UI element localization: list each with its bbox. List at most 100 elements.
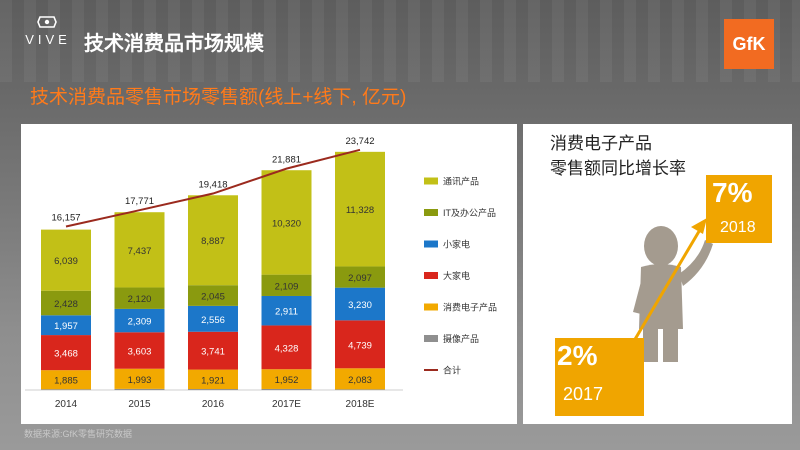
total-value-label: 21,881: [272, 155, 301, 166]
chart-panel: 1,885 3,468 1,957 2,428 6,039 2014 1,993 3,603 2…: [21, 124, 517, 424]
bar-segment: [188, 331, 238, 370]
growth-pct-2018: 7%: [712, 177, 753, 208]
growth-pct-2017: 2%: [557, 340, 598, 371]
bar-segment: [41, 335, 91, 371]
bar-value-label: 7,437: [128, 246, 152, 257]
bar-value-label: 1,957: [54, 321, 78, 332]
bar-value-label: 2,309: [128, 317, 152, 328]
growth-panel: 消费电子产品 零售额同比增长率 2% 2017 7% 2018: [523, 124, 792, 424]
stacked-bar-chart: 1,885 3,468 1,957 2,428 6,039 2014 1,993 3,603 2…: [25, 136, 497, 410]
legend-label: 小家电: [443, 239, 470, 250]
x-tick-label: 2016: [202, 399, 225, 410]
growth-arrow-head: [691, 218, 707, 234]
bar-segment: [114, 308, 165, 333]
bar-segment: [41, 389, 91, 390]
bar-value-label: 2,911: [275, 307, 298, 318]
legend-label: 消费电子产品: [443, 302, 497, 313]
bar-value-label: 2,120: [128, 294, 152, 305]
bar-segment: [41, 290, 91, 316]
bar-segment: [114, 332, 165, 369]
figure-leg-left: [643, 328, 658, 362]
bar-value-label: 1,952: [275, 375, 299, 386]
bar-segment: [114, 388, 165, 390]
growth-title-line1: 消费电子产品: [550, 134, 652, 153]
bar-value-label: 2,097: [348, 273, 372, 284]
legend-label: 通讯产品: [443, 176, 479, 187]
x-tick-label: 2017E: [272, 399, 301, 410]
bar-segment: [188, 195, 238, 286]
person-figure-icon: [629, 218, 713, 362]
total-value-label: 16,157: [51, 213, 80, 224]
bar-segment: [335, 266, 385, 288]
bar-segment: [188, 389, 238, 390]
figure-leg-right: [663, 328, 678, 362]
page-title: 技术消费品市场规模: [84, 33, 264, 55]
bar-segment: [188, 369, 238, 390]
bar-value-label: 10,320: [272, 218, 301, 229]
legend-swatch: [424, 240, 438, 248]
legend-swatch: [424, 272, 438, 279]
bar-segment: [335, 151, 385, 267]
figure-arm-lower: [633, 274, 649, 314]
bar-segment: [335, 287, 385, 321]
legend-swatch: [424, 177, 438, 185]
bar-segment: [261, 325, 312, 370]
gfk-logo: GfK: [724, 19, 774, 69]
legend-swatch: [424, 303, 438, 311]
figure-head: [644, 226, 678, 266]
bar-value-label: 1,993: [128, 375, 152, 386]
bar-segment: [335, 368, 385, 390]
figure-arm-raised: [679, 240, 713, 286]
bar-value-label: 3,741: [201, 347, 225, 358]
bar-value-label: 2,109: [275, 281, 299, 292]
data-source-note: 数据来源:GfK零售研究数据: [24, 429, 133, 439]
x-tick-label: 2018E: [346, 399, 375, 410]
bar-segment: [188, 305, 238, 332]
legend-swatch: [424, 335, 438, 342]
legend-label: 合计: [443, 365, 461, 376]
bar-value-label: 1,885: [54, 376, 78, 387]
bar-value-label: 3,230: [348, 300, 372, 311]
bar-value-label: 2,428: [54, 299, 78, 310]
bar-value-label: 2,045: [201, 292, 225, 303]
bar-segment: [41, 315, 91, 336]
total-line: [65, 148, 361, 228]
legend-label: 摄像产品: [443, 333, 479, 344]
x-tick-label: 2014: [55, 399, 78, 410]
bar-segment: [261, 170, 312, 275]
bar-segment: [335, 320, 385, 369]
bar-segment: [261, 295, 312, 326]
bar-segment: [261, 388, 312, 390]
bar-segment: [188, 285, 238, 306]
vive-logo: VIVE: [18, 13, 78, 53]
bar-segment: [114, 212, 165, 288]
x-tick-label: 2015: [128, 399, 151, 410]
bar-value-label: 1,921: [201, 375, 225, 386]
bar-segment: [261, 369, 312, 389]
vive-mark-icon: [37, 16, 57, 28]
growth-year-2017: 2017: [563, 384, 604, 404]
growth-year-2018: 2018: [720, 219, 756, 236]
bar-value-label: 2,083: [348, 375, 372, 386]
bar-value-label: 11,328: [346, 205, 374, 216]
legend-swatch: [424, 209, 438, 216]
growth-panel-title: 消费电子产品 零售额同比增长率: [550, 131, 750, 181]
bar-segment: [41, 370, 91, 390]
total-value-label: 17,771: [125, 196, 154, 207]
growth-badge-2018: 7% 2018: [706, 175, 772, 243]
bar-value-label: 2,556: [201, 315, 225, 326]
bar-value-label: 3,468: [54, 349, 78, 360]
header-band: [0, 0, 800, 82]
bar-value-label: 3,603: [128, 346, 152, 357]
bar-value-label: 4,328: [275, 343, 299, 354]
chart-title: 技术消费品零售市场零售额(线上+线下, 亿元): [30, 87, 407, 108]
bar-value-label: 6,039: [54, 256, 78, 267]
bar-value-label: 8,887: [201, 236, 225, 247]
bar-segment: [335, 389, 385, 390]
total-value-label: 23,742: [345, 136, 374, 147]
vive-wordmark: VIVE: [25, 32, 71, 47]
bar-value-label: 4,739: [348, 340, 372, 351]
legend-label: IT及办公产品: [443, 207, 496, 218]
bar-segment: [261, 274, 312, 296]
bar-segment: [114, 287, 165, 309]
